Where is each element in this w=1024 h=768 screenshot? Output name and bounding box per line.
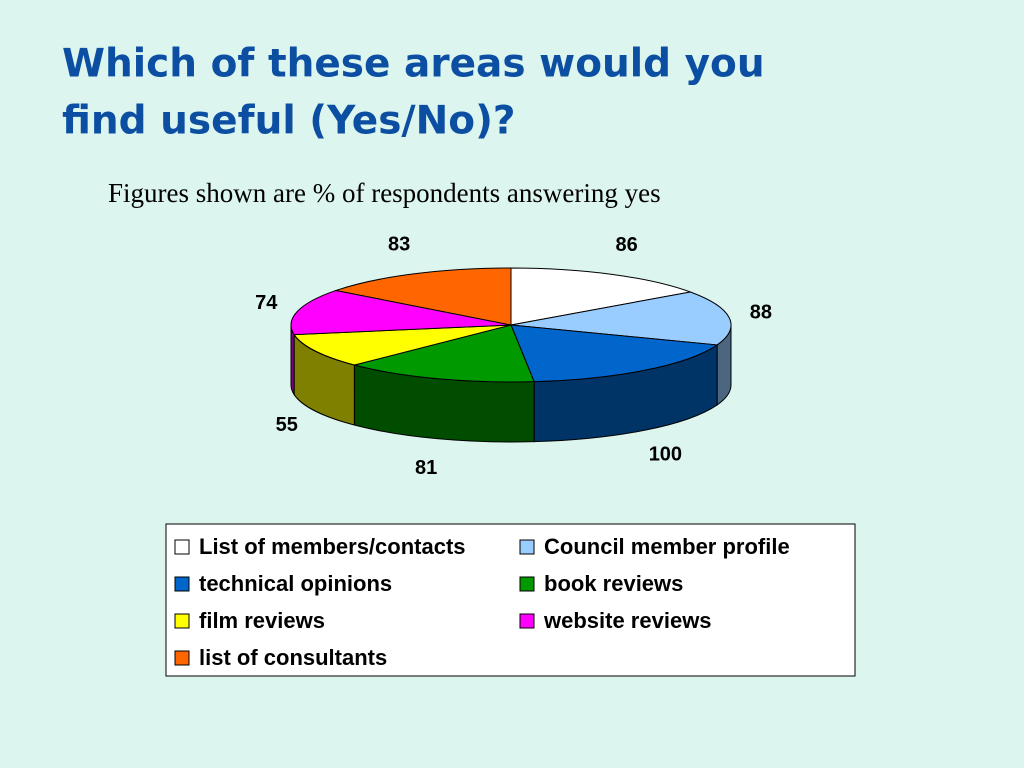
slice-top bbox=[334, 267, 512, 326]
legend-label: website reviews bbox=[543, 608, 712, 633]
legend-box bbox=[165, 523, 856, 677]
data-label: 100 bbox=[649, 444, 682, 466]
data-label: 81 bbox=[415, 457, 437, 479]
slice-top bbox=[352, 324, 535, 383]
subtitle: Figures shown are % of respondents answe… bbox=[108, 178, 661, 208]
slice bbox=[352, 324, 535, 443]
slice bbox=[510, 324, 719, 443]
legend-swatch bbox=[519, 539, 535, 555]
slice-side bbox=[290, 324, 295, 397]
legend-label: book reviews bbox=[544, 571, 683, 596]
legend-swatch bbox=[174, 539, 190, 555]
legend-swatch bbox=[174, 650, 190, 666]
data-label: 83 bbox=[388, 234, 410, 256]
slice bbox=[290, 289, 512, 397]
data-label: 55 bbox=[276, 414, 298, 436]
legend-swatch bbox=[519, 576, 535, 592]
legend-swatch bbox=[519, 613, 535, 629]
legend-label: technical opinions bbox=[199, 571, 392, 596]
slice-top bbox=[510, 324, 719, 383]
legend-label: film reviews bbox=[199, 608, 325, 633]
slice-top bbox=[293, 324, 512, 366]
title-line: find useful (Yes/No)? bbox=[62, 99, 516, 144]
slice bbox=[510, 267, 693, 326]
slice bbox=[334, 267, 512, 326]
legend-swatch bbox=[174, 576, 190, 592]
data-label: 74 bbox=[255, 292, 278, 314]
slice bbox=[510, 291, 732, 406]
data-label: 88 bbox=[750, 302, 772, 324]
legend-swatch bbox=[174, 613, 190, 629]
slice bbox=[293, 324, 512, 426]
slice-top bbox=[510, 267, 693, 326]
legend-label: Council member profile bbox=[544, 534, 790, 559]
title-line: Which of these areas would you bbox=[62, 42, 765, 87]
slice-top bbox=[510, 291, 732, 346]
legend-label: list of consultants bbox=[199, 645, 387, 670]
legend-label: List of members/contacts bbox=[199, 534, 466, 559]
slice-top bbox=[290, 289, 512, 336]
data-label: 86 bbox=[615, 234, 637, 256]
